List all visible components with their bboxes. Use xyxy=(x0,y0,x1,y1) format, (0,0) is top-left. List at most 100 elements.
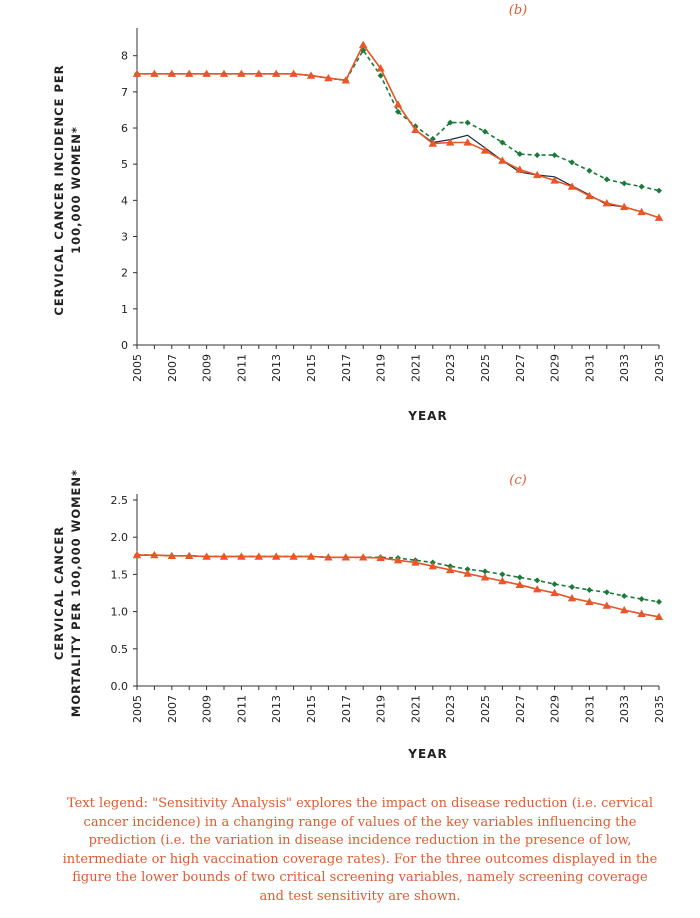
panel-label: (b) xyxy=(509,3,527,18)
text-legend: Text legend: "Sensitivity Analysis" expl… xyxy=(62,796,658,904)
data-point-diamond xyxy=(621,592,628,599)
x-tick-label: 2035 xyxy=(653,354,666,382)
x-tick-label: 2033 xyxy=(618,695,631,723)
x-tick-label: 2023 xyxy=(444,354,457,382)
data-point-triangle xyxy=(498,156,507,164)
panel-label: (c) xyxy=(509,473,526,488)
x-tick-label: 2035 xyxy=(653,695,666,723)
y-tick-label: 2.0 xyxy=(111,531,129,544)
data-point-triangle xyxy=(637,207,646,216)
x-tick-label: 2021 xyxy=(409,695,422,723)
data-point-diamond xyxy=(551,581,558,588)
data-point-triangle xyxy=(254,69,263,77)
x-tick-label: 2011 xyxy=(235,695,248,723)
data-point-triangle xyxy=(533,170,542,179)
data-point-triangle xyxy=(550,588,559,597)
x-tick-label: 2015 xyxy=(305,354,318,382)
x-tick-label: 2019 xyxy=(375,354,388,382)
data-point-triangle xyxy=(306,71,316,79)
x-tick-label: 2005 xyxy=(131,354,144,382)
y-tick-label: 3 xyxy=(121,231,128,244)
x-tick-label: 2031 xyxy=(583,354,596,382)
x-tick-label: 2033 xyxy=(618,354,631,382)
x-tick-label: 2007 xyxy=(166,695,179,723)
x-tick-label: 2009 xyxy=(201,695,214,723)
data-point-triangle xyxy=(515,165,524,173)
y-tick-label: 0.5 xyxy=(111,643,129,656)
data-point-triangle xyxy=(324,73,333,82)
data-point-triangle xyxy=(411,125,420,133)
data-point-triangle xyxy=(393,556,403,564)
y-tick-label: 0.0 xyxy=(111,680,129,693)
x-tick-label: 2027 xyxy=(514,354,527,382)
data-point-triangle xyxy=(202,69,211,77)
x-tick-label: 2025 xyxy=(479,695,492,723)
data-point-diamond xyxy=(638,595,645,602)
x-tick-label: 2013 xyxy=(270,695,283,723)
x-tick-label: 2011 xyxy=(235,354,248,382)
y-tick-label: 2.5 xyxy=(111,494,129,507)
data-point-triangle xyxy=(167,551,176,559)
series-line-2 xyxy=(137,554,660,618)
data-point-diamond xyxy=(621,180,628,187)
y-tick-label: 7 xyxy=(121,86,128,99)
y-axis-label: 100,000 WOMEN* xyxy=(69,126,83,254)
y-tick-label: 2 xyxy=(121,267,128,280)
data-point-diamond xyxy=(395,108,401,115)
data-point-triangle xyxy=(446,138,455,146)
data-point-triangle xyxy=(411,558,420,566)
x-tick-label: 2029 xyxy=(549,354,562,382)
x-tick-label: 2017 xyxy=(340,354,353,382)
data-point-triangle xyxy=(376,64,385,72)
data-point-triangle xyxy=(237,552,246,560)
data-point-triangle xyxy=(654,612,664,620)
data-point-triangle xyxy=(393,100,403,108)
data-point-diamond xyxy=(569,584,575,591)
data-point-diamond xyxy=(516,151,523,158)
x-tick-label: 2027 xyxy=(514,695,527,723)
data-point-diamond xyxy=(429,135,436,142)
x-tick-label: 2023 xyxy=(444,695,457,723)
series-line-1 xyxy=(137,48,660,192)
data-point-diamond xyxy=(516,574,523,581)
data-point-diamond xyxy=(377,72,384,79)
data-point-triangle xyxy=(359,553,368,561)
data-point-triangle xyxy=(359,40,368,48)
data-point-diamond xyxy=(464,566,471,573)
y-tick-label: 0 xyxy=(121,339,128,352)
data-point-diamond xyxy=(586,167,593,174)
data-point-diamond xyxy=(586,587,593,594)
data-point-triangle xyxy=(341,76,350,84)
y-axis-label: CERVICAL CANCER xyxy=(52,526,66,660)
x-tick-label: 2009 xyxy=(201,354,214,382)
x-tick-label: 2021 xyxy=(409,354,422,382)
data-point-triangle xyxy=(567,182,577,190)
data-point-triangle xyxy=(132,69,142,77)
data-point-triangle xyxy=(446,565,455,574)
x-tick-label: 2025 xyxy=(479,354,492,382)
x-tick-label: 2029 xyxy=(549,695,562,723)
data-point-diamond xyxy=(482,568,488,575)
data-point-diamond xyxy=(534,152,541,159)
data-point-triangle xyxy=(654,213,664,221)
data-point-triangle xyxy=(515,580,524,588)
data-point-triangle xyxy=(620,202,629,211)
data-point-triangle xyxy=(306,552,316,560)
data-point-triangle xyxy=(254,552,263,560)
x-axis-label: YEAR xyxy=(407,747,447,761)
data-point-diamond xyxy=(499,139,506,146)
data-point-triangle xyxy=(202,552,211,560)
data-point-triangle xyxy=(463,569,472,577)
data-point-triangle xyxy=(219,69,229,77)
data-point-triangle xyxy=(428,139,437,147)
data-point-triangle xyxy=(289,552,298,560)
data-point-diamond xyxy=(482,128,488,135)
data-point-triangle xyxy=(480,146,490,154)
data-point-triangle xyxy=(341,553,350,561)
data-point-diamond xyxy=(656,598,662,605)
data-point-diamond xyxy=(499,571,506,578)
x-tick-label: 2015 xyxy=(305,695,318,723)
data-point-triangle xyxy=(376,553,385,562)
y-tick-label: 4 xyxy=(121,194,128,207)
